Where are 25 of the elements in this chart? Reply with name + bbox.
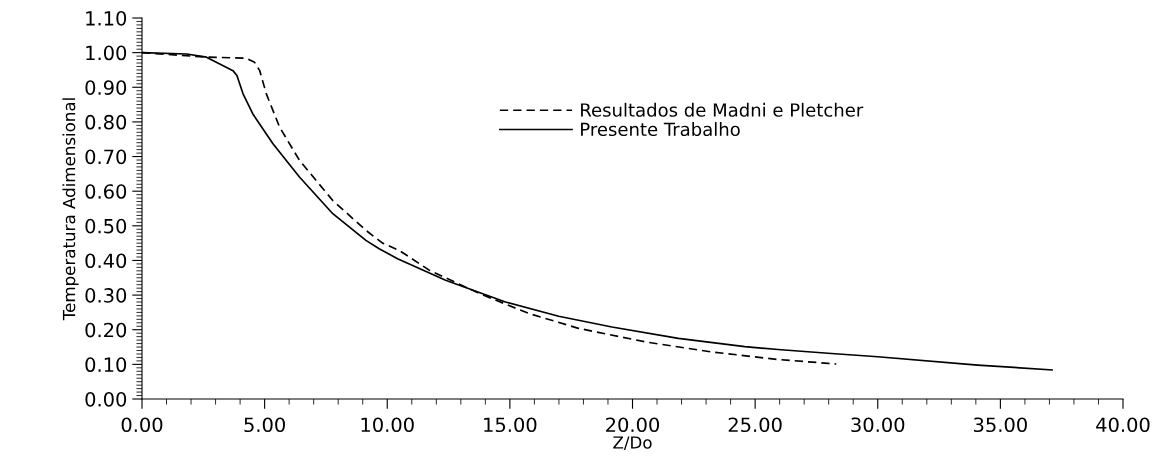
y-tick-label: 0.80 xyxy=(85,114,127,130)
x-tick-label: 5.00 xyxy=(244,417,285,433)
x-tick-label: 15.00 xyxy=(484,417,537,433)
y-tick-label: 0.50 xyxy=(85,218,127,234)
x-tick-label: 20.00 xyxy=(606,417,660,433)
legend-label: Presente Trabalho xyxy=(581,122,740,137)
y-tick-label: 1.10 xyxy=(86,10,127,26)
y-tick-label: 0.70 xyxy=(85,149,127,165)
y-tick-label: 0.00 xyxy=(85,391,127,407)
x-tick-label: 35.00 xyxy=(974,417,1027,433)
x-axis-title: Z/Do xyxy=(613,436,652,451)
y-tick-label: 0.60 xyxy=(85,184,127,199)
legend-label: Resultados de Madni e Pletcher xyxy=(581,102,864,117)
y-tick-label: 0.90 xyxy=(85,80,127,95)
y-tick-label: 0.30 xyxy=(85,288,127,303)
x-tick-label: 25.00 xyxy=(728,417,782,433)
x-tick-label: 0.00 xyxy=(121,417,163,433)
y-tick-label: 0.10 xyxy=(85,357,127,373)
x-tick-label: 40.00 xyxy=(1096,417,1150,433)
y-tick-label: 1.00 xyxy=(86,45,127,61)
x-tick-label: 10.00 xyxy=(361,417,414,433)
y-tick-label: 0.20 xyxy=(85,322,127,338)
y-axis-title: Temperatura Adimensional xyxy=(62,98,79,321)
x-tick-label: 30.00 xyxy=(851,417,905,433)
y-tick-label: 0.40 xyxy=(85,253,127,269)
